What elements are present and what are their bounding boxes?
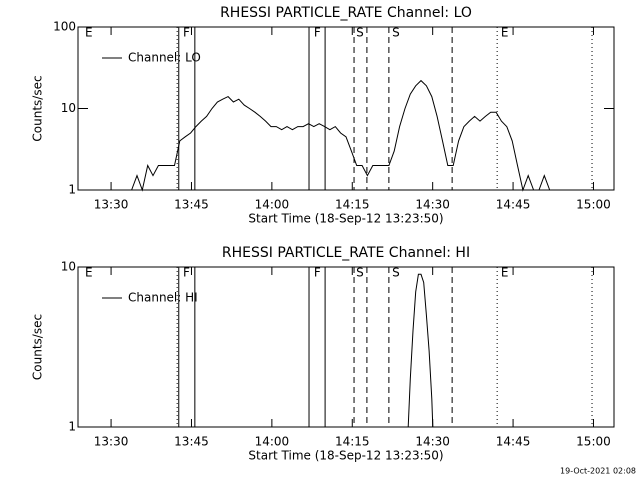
x-tick-label: 14:00: [255, 198, 290, 212]
chart-title: RHESSI PARTICLE_RATE Channel: LO: [220, 5, 472, 21]
timestamp: 19-Oct-2021 02:08: [560, 467, 636, 476]
x-tick-label: 13:30: [94, 198, 129, 212]
data-line: [407, 273, 434, 428]
x-axis-label: Start Time (18-Sep-12 13:23:50): [248, 449, 443, 463]
flag-label: E: [501, 26, 509, 40]
data-line: [78, 79, 555, 192]
flag-label: E: [85, 266, 93, 280]
x-tick-label: 13:45: [174, 435, 209, 449]
y-tick-label: 10: [61, 101, 76, 115]
flag-label: S: [356, 26, 364, 40]
x-tick-label: 14:15: [335, 198, 370, 212]
y-tick-label: 1: [68, 420, 76, 434]
x-tick-label: 14:45: [496, 435, 531, 449]
flag-label: E: [85, 26, 93, 40]
y-tick-label: 100: [53, 20, 76, 34]
legend-label: Channel: HI: [128, 291, 198, 305]
y-axis-label: Counts/sec: [31, 314, 45, 380]
x-tick-label: 13:30: [94, 435, 129, 449]
x-tick-label: 13:45: [174, 198, 209, 212]
y-axis-label: Counts/sec: [31, 75, 45, 141]
flag-label: E: [501, 266, 509, 280]
flag-label: F: [314, 26, 321, 40]
legend-label: Channel: LO: [128, 51, 201, 65]
x-tick-label: 14:15: [335, 435, 370, 449]
x-tick-label: 15:00: [576, 198, 611, 212]
chart-title: RHESSI PARTICLE_RATE Channel: HI: [222, 245, 470, 261]
x-tick-label: 14:30: [415, 435, 450, 449]
flag-label: F: [183, 26, 190, 40]
x-tick-label: 14:45: [496, 198, 531, 212]
flag-label: S: [356, 266, 364, 280]
y-tick-label: 1: [68, 183, 76, 197]
x-tick-label: 15:00: [576, 435, 611, 449]
flag-label: S: [392, 26, 400, 40]
x-tick-label: 14:00: [255, 435, 290, 449]
x-tick-label: 14:30: [415, 198, 450, 212]
plot-frame: [77, 266, 615, 428]
flag-label: S: [392, 266, 400, 280]
flag-label: F: [183, 266, 190, 280]
flag-label: F: [314, 266, 321, 280]
plot-frame: [77, 26, 615, 191]
y-tick-label: 10: [61, 260, 76, 274]
x-axis-label: Start Time (18-Sep-12 13:23:50): [248, 212, 443, 226]
